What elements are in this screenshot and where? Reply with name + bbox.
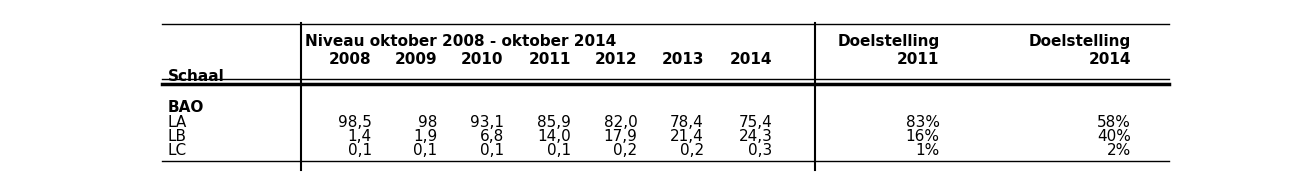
- Text: LA: LA: [168, 115, 187, 130]
- Text: 1%: 1%: [916, 143, 939, 158]
- Text: 0,2: 0,2: [613, 143, 638, 158]
- Text: 1,4: 1,4: [348, 129, 372, 144]
- Text: 2014: 2014: [730, 52, 773, 67]
- Text: 82,0: 82,0: [604, 115, 638, 130]
- Text: Niveau oktober 2008 - oktober 2014: Niveau oktober 2008 - oktober 2014: [305, 34, 617, 49]
- Text: 98: 98: [418, 115, 438, 130]
- Text: 6,8: 6,8: [479, 129, 504, 144]
- Text: 2%: 2%: [1107, 143, 1131, 158]
- Text: LB: LB: [168, 129, 187, 144]
- Text: 93,1: 93,1: [470, 115, 504, 130]
- Text: 17,9: 17,9: [604, 129, 638, 144]
- Text: 0,1: 0,1: [348, 143, 372, 158]
- Text: 24,3: 24,3: [739, 129, 773, 144]
- Text: 83%: 83%: [905, 115, 939, 130]
- Text: 2013: 2013: [661, 52, 704, 67]
- Text: 2009: 2009: [395, 52, 438, 67]
- Text: 1,9: 1,9: [413, 129, 438, 144]
- Text: 0,3: 0,3: [748, 143, 773, 158]
- Text: 2012: 2012: [595, 52, 638, 67]
- Text: 58%: 58%: [1096, 115, 1131, 130]
- Text: 2014: 2014: [1089, 52, 1131, 67]
- Text: 78,4: 78,4: [670, 115, 704, 130]
- Text: 16%: 16%: [905, 129, 939, 144]
- Text: Doelstelling: Doelstelling: [838, 34, 939, 49]
- Text: 2011: 2011: [529, 52, 572, 67]
- Text: Doelstelling: Doelstelling: [1029, 34, 1131, 49]
- Text: 0,1: 0,1: [479, 143, 504, 158]
- Text: 2008: 2008: [329, 52, 372, 67]
- Text: 2010: 2010: [461, 52, 504, 67]
- Text: 2011: 2011: [898, 52, 939, 67]
- Text: LC: LC: [168, 143, 187, 158]
- Text: BAO: BAO: [168, 100, 204, 115]
- Text: 85,9: 85,9: [538, 115, 572, 130]
- Text: 40%: 40%: [1096, 129, 1131, 144]
- Text: 75,4: 75,4: [739, 115, 773, 130]
- Text: 0,1: 0,1: [547, 143, 572, 158]
- Text: Schaal: Schaal: [168, 69, 225, 84]
- Text: 14,0: 14,0: [538, 129, 572, 144]
- Text: 0,2: 0,2: [679, 143, 704, 158]
- Text: 21,4: 21,4: [670, 129, 704, 144]
- Text: 98,5: 98,5: [338, 115, 372, 130]
- Text: 0,1: 0,1: [413, 143, 438, 158]
